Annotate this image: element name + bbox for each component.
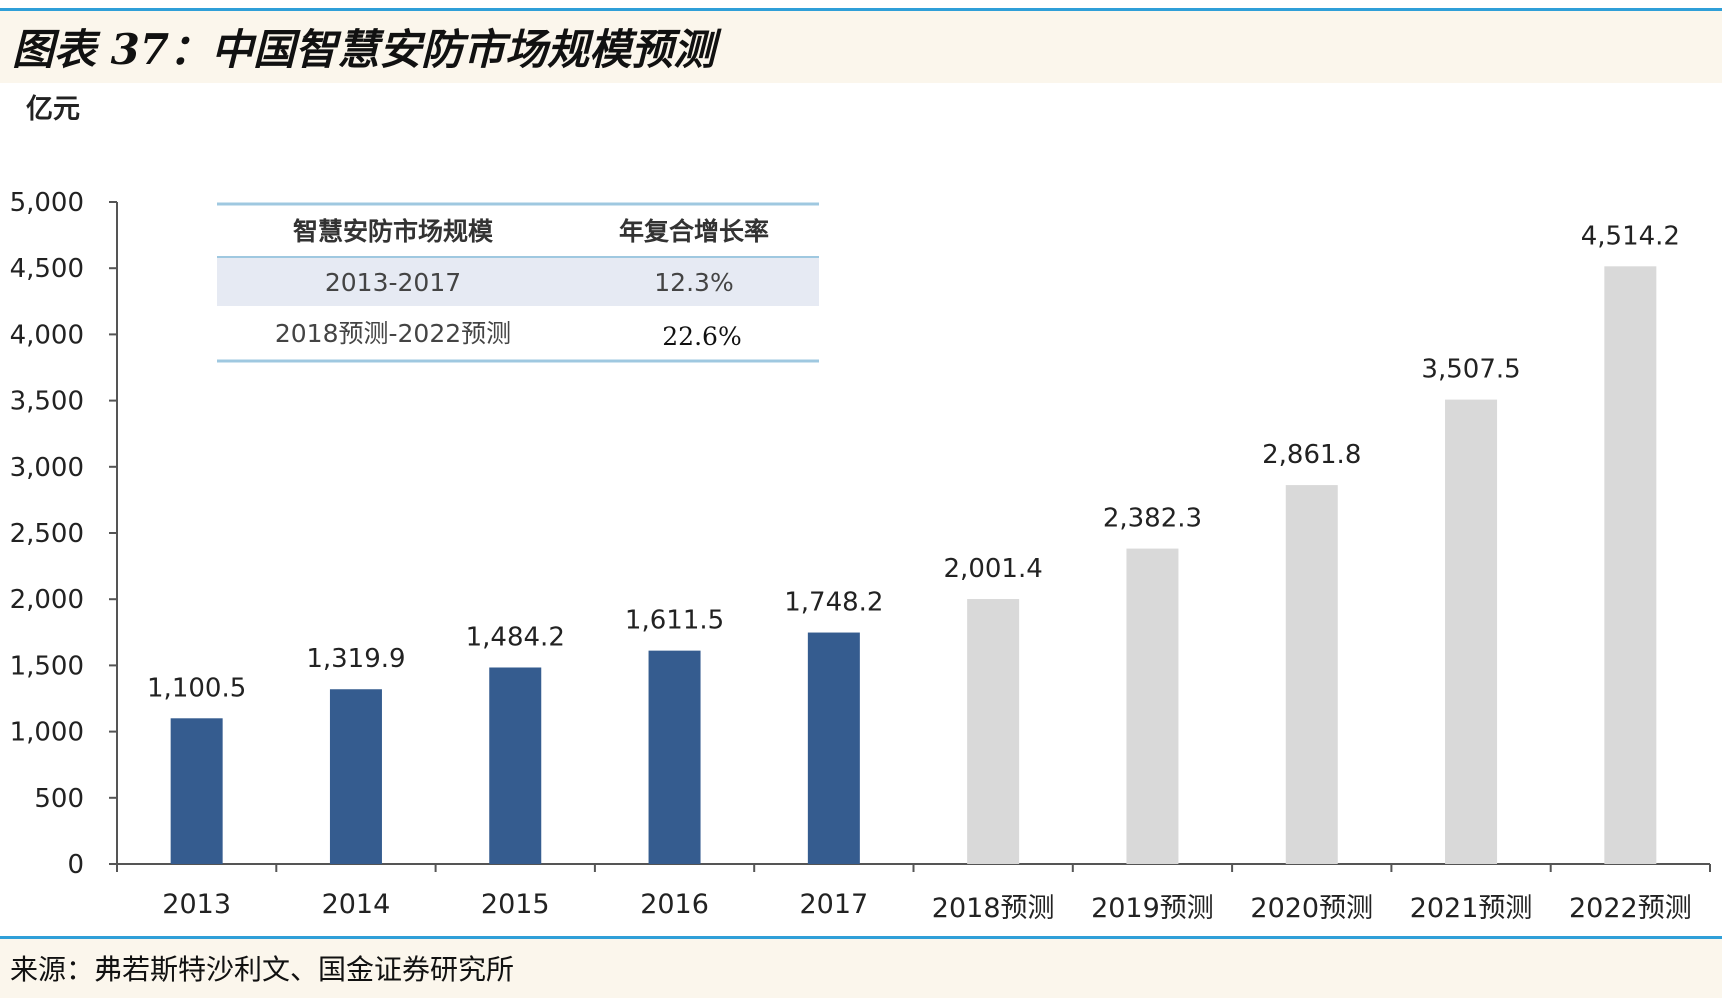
data-labels: 1,100.5 1,319.9 1,484.2 1,611.5 1,748.2 2,001…: [147, 221, 1680, 703]
cagr-table: 智慧安防市场规模 年复合增长率 2013-2017 12.3% 2018预测-2…: [217, 202, 819, 363]
data-label: 1,748.2: [784, 588, 883, 618]
data-label: 3,507.5: [1421, 355, 1520, 385]
y-tick-label: 2,500: [10, 519, 84, 549]
table-header-market: 智慧安防市场规模: [293, 217, 494, 246]
forecast-bar: [1445, 399, 1498, 864]
actual-bar: [329, 689, 382, 864]
chart-area: [0, 83, 1722, 936]
data-label: 1,611.5: [625, 606, 724, 636]
x-tick-label: 2019预测: [1091, 893, 1214, 924]
y-tick-label: 3,500: [10, 387, 84, 417]
data-label: 2,001.4: [944, 554, 1043, 584]
source-band: [0, 939, 1722, 998]
x-tick-label: 2022预测: [1569, 893, 1692, 924]
y-tick-labels: 0 500 1,000 1,500 2,000 2,500 3,000 3,500 4,000 4…: [10, 188, 84, 880]
x-tick-label: 2015: [481, 889, 550, 920]
actual-bar: [170, 718, 223, 864]
table-cell-cagr-2: 22.6%: [662, 322, 741, 351]
table-row-background: [217, 258, 819, 306]
y-tick-label: 1,000: [10, 718, 84, 748]
y-tick-label: 500: [34, 784, 84, 814]
y-tick-label: 2,000: [10, 585, 84, 615]
data-label: 2,382.3: [1103, 504, 1202, 534]
forecast-bar: [967, 599, 1020, 864]
axes: [109, 201, 1711, 872]
forecast-bar: [1285, 485, 1338, 864]
data-label: 2,861.8: [1262, 440, 1361, 470]
x-tick-label: 2021预测: [1410, 893, 1533, 924]
x-tick-label: 2013: [162, 889, 231, 920]
table-cell-cagr-1: 12.3%: [654, 268, 733, 297]
actual-bar: [489, 667, 542, 864]
actual-bar: [648, 650, 701, 864]
source-note: 来源：弗若斯特沙利文、国金证券研究所: [10, 953, 515, 986]
title-band: [0, 11, 1722, 83]
forecast-bar: [1126, 548, 1179, 864]
x-tick-label: 2017: [799, 889, 868, 920]
y-tick-label: 5,000: [10, 188, 84, 218]
data-label: 1,484.2: [466, 622, 565, 652]
x-tick-label: 2018预测: [932, 893, 1055, 924]
actual-bar: [807, 632, 860, 864]
figure-title: 图表 37：中国智慧安防市场规模预测: [12, 25, 716, 74]
top-rule: [0, 8, 1722, 11]
bar-chart: 亿元 0 500 1,000 1,500 2,000 2,500 3,000 3,500 4,0…: [10, 94, 1711, 924]
y-axis-unit-label: 亿元: [26, 94, 80, 125]
x-tick-label: 2020预测: [1250, 893, 1373, 924]
bottom-rule: [0, 936, 1722, 939]
data-label: 4,514.2: [1581, 221, 1680, 251]
x-tick-label: 2016: [640, 889, 709, 920]
y-tick-label: 3,000: [10, 453, 84, 483]
y-tick-label: 0: [67, 850, 84, 880]
forecast-bar: [1604, 266, 1657, 864]
y-tick-label: 4,500: [10, 254, 84, 284]
x-tick-labels: 2013 2014 2015 2016 2017 2018预测 2019预测 2020预测 20…: [162, 889, 1691, 924]
table-cell-period-2: 2018预测-2022预测: [275, 319, 511, 348]
table-cell-period-1: 2013-2017: [325, 268, 461, 297]
x-tick-label: 2014: [322, 889, 391, 920]
data-label: 1,319.9: [306, 644, 405, 674]
data-label: 1,100.5: [147, 673, 246, 703]
table-header-cagr: 年复合增长率: [619, 217, 769, 246]
y-tick-label: 1,500: [10, 651, 84, 681]
y-tick-label: 4,000: [10, 320, 84, 350]
bars: [170, 266, 1657, 864]
